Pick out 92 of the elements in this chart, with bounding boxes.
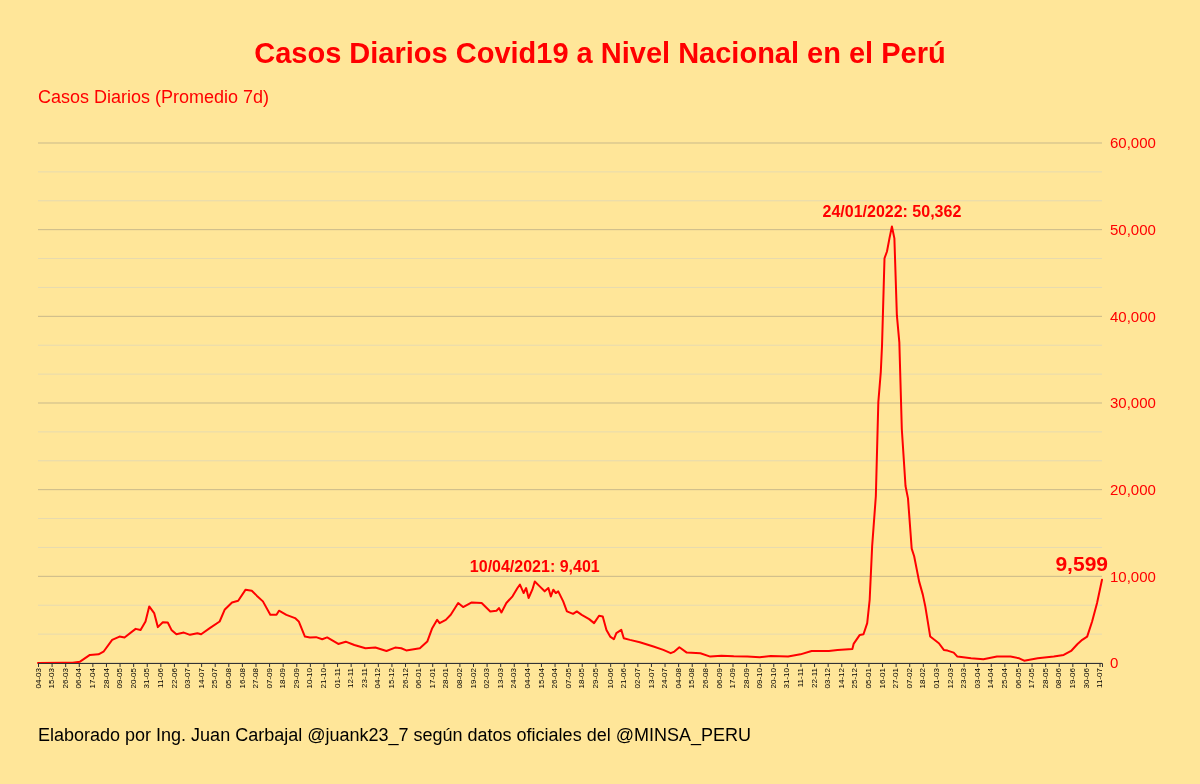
x-tick-label: 16-08 bbox=[237, 667, 247, 689]
x-tick-label: 04-04 bbox=[522, 667, 532, 689]
x-tick-label: 15-03 bbox=[47, 667, 57, 689]
x-tick-label: 12-03 bbox=[945, 667, 955, 689]
x-tick-label: 25-04 bbox=[999, 667, 1009, 689]
x-tick-label: 09-10 bbox=[755, 667, 765, 689]
x-tick-label: 05-01 bbox=[864, 667, 874, 689]
x-tick-label: 13-07 bbox=[646, 667, 656, 689]
x-tick-label: 03-12 bbox=[823, 667, 833, 689]
x-tick-label: 09-05 bbox=[115, 667, 125, 689]
x-tick-label: 17-05 bbox=[1027, 667, 1037, 689]
annotation: 9,599 bbox=[1055, 551, 1108, 575]
x-tick-label: 21-10 bbox=[319, 667, 329, 689]
x-tick-label: 27-08 bbox=[251, 667, 261, 689]
x-tick-label: 23-11 bbox=[359, 667, 369, 688]
x-tick-label: 04-03 bbox=[33, 667, 43, 689]
annotation: 10/04/2021: 9,401 bbox=[469, 557, 600, 575]
x-tick-label: 07-02 bbox=[904, 667, 914, 689]
x-tick-label: 10-10 bbox=[305, 667, 315, 689]
x-tick-label: 06-05 bbox=[1013, 667, 1023, 689]
x-tick-label: 28-09 bbox=[741, 667, 751, 689]
x-tick-label: 11-11 bbox=[796, 667, 806, 688]
x-tick-label: 11-07 bbox=[1095, 667, 1105, 688]
x-tick-label: 26-12 bbox=[400, 667, 410, 689]
annotation: 24/01/2022: 50,362 bbox=[822, 202, 962, 220]
y-tick-label: 60,000 bbox=[1110, 134, 1156, 152]
x-tick-label: 31-10 bbox=[782, 667, 792, 689]
y-tick-label: 30,000 bbox=[1110, 394, 1156, 412]
x-tick-label: 15-12 bbox=[387, 667, 397, 689]
x-tick-label: 25-12 bbox=[850, 667, 860, 689]
x-tick-label: 18-05 bbox=[577, 667, 587, 689]
x-tick-label: 24-07 bbox=[660, 667, 670, 689]
x-tick-label: 22-11 bbox=[809, 667, 819, 688]
x-tick-label: 17-01 bbox=[427, 667, 437, 689]
x-tick-label: 03-07 bbox=[183, 667, 193, 689]
x-tick-label: 21-06 bbox=[619, 667, 629, 689]
y-tick-label: 40,000 bbox=[1110, 307, 1156, 325]
x-tick-label: 20-05 bbox=[128, 667, 138, 689]
x-tick-label: 03-04 bbox=[972, 667, 982, 689]
x-tick-label: 07-05 bbox=[563, 667, 573, 689]
x-tick-label: 30-06 bbox=[1081, 667, 1091, 689]
x-tick-label: 14-12 bbox=[836, 667, 846, 689]
x-tick-label: 17-04 bbox=[87, 667, 97, 689]
x-tick-label: 29-05 bbox=[590, 667, 600, 689]
x-tick-label: 13-03 bbox=[495, 667, 505, 689]
x-tick-label: 28-01 bbox=[441, 667, 451, 689]
x-tick-label: 15-04 bbox=[536, 667, 546, 689]
x-tick-label: 01-11 bbox=[332, 667, 342, 688]
x-tick-label: 04-08 bbox=[673, 667, 683, 689]
x-tick-label: 26-08 bbox=[700, 667, 710, 689]
x-tick-label: 18-02 bbox=[918, 667, 928, 689]
x-tick-label: 28-05 bbox=[1040, 667, 1050, 689]
y-tick-label: 50,000 bbox=[1110, 220, 1156, 238]
x-tick-label: 29-09 bbox=[291, 667, 301, 689]
x-tick-label: 06-04 bbox=[74, 667, 84, 689]
text: Elaborado por Ing. Juan Carbajal @juank23_7 según datos oficiales del @MINSA_PERU bbox=[38, 725, 751, 746]
x-tick-label: 11-06 bbox=[155, 667, 165, 688]
x-tick-label: 19-06 bbox=[1067, 667, 1077, 689]
x-tick-label: 08-06 bbox=[1054, 667, 1064, 689]
x-tick-label: 14-04 bbox=[986, 667, 996, 689]
chart-title: Casos Diarios Covid19 a Nivel Nacional en el Perú bbox=[254, 37, 946, 69]
x-tick-label: 22-06 bbox=[169, 667, 179, 689]
y-tick-label: 10,000 bbox=[1110, 567, 1156, 585]
x-tick-label: 05-08 bbox=[223, 667, 233, 689]
x-tick-label: 07-09 bbox=[264, 667, 274, 689]
x-tick-label: 27-01 bbox=[891, 667, 901, 689]
x-tick-label: 23-03 bbox=[959, 667, 969, 689]
x-tick-label: 26-03 bbox=[60, 667, 70, 689]
x-tick-label: 06-09 bbox=[714, 667, 724, 689]
x-tick-label: 04-12 bbox=[373, 667, 383, 689]
x-tick-label: 25-07 bbox=[210, 667, 220, 689]
x-tick-label: 31-05 bbox=[142, 667, 152, 689]
y-tick-label: 20,000 bbox=[1110, 480, 1156, 498]
x-tick-label: 12-11 bbox=[346, 667, 356, 688]
x-tick-label: 08-02 bbox=[455, 667, 465, 689]
x-tick-label: 28-04 bbox=[101, 667, 111, 689]
x-tick-label: 24-03 bbox=[509, 667, 519, 689]
x-tick-label: 26-04 bbox=[550, 667, 560, 689]
x-tick-label: 15-08 bbox=[687, 667, 697, 689]
x-tick-label: 16-01 bbox=[877, 667, 887, 689]
x-tick-label: 18-09 bbox=[278, 667, 288, 689]
x-tick-label: 02-07 bbox=[632, 667, 642, 689]
x-tick-label: 17-09 bbox=[728, 667, 738, 689]
x-tick-label: 10-06 bbox=[605, 667, 615, 689]
y-axis-title: Casos Diarios (Promedio 7d) bbox=[38, 87, 270, 107]
x-tick-label: 01-03 bbox=[932, 667, 942, 689]
x-tick-label: 14-07 bbox=[196, 667, 206, 689]
y-tick-label: 0 bbox=[1110, 654, 1119, 672]
x-tick-label: 19-02 bbox=[468, 667, 478, 689]
x-tick-label: 06-01 bbox=[414, 667, 424, 689]
x-tick-label: 02-03 bbox=[482, 667, 492, 689]
x-tick-label: 20-10 bbox=[768, 667, 778, 689]
